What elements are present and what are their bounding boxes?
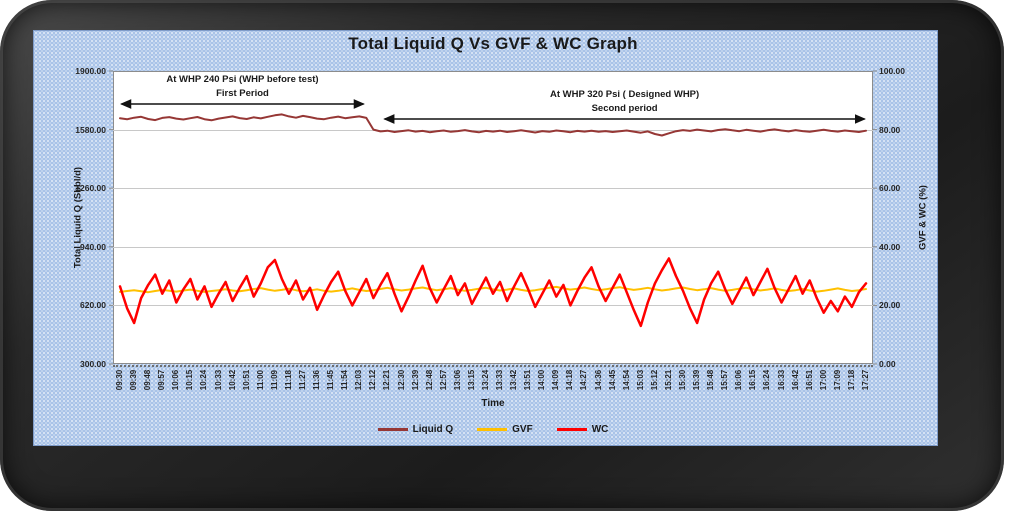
y-left-tick-label: 1260.00: [75, 183, 106, 194]
x-tick-label: 13:15: [466, 369, 476, 391]
x-tick-label: 09:48: [143, 369, 153, 391]
x-tick-label: 14:00: [537, 369, 547, 391]
x-tick-label: 14:45: [607, 369, 617, 391]
legend-item-liquid-q: Liquid Q: [377, 424, 454, 435]
x-tick-label: 13:33: [495, 369, 505, 391]
x-tick-label: 10:24: [199, 369, 209, 391]
annotation-second-period: At WHP 320 Psi ( Designed WHP) Second pe…: [465, 88, 785, 115]
chart-legend: Liquid Q GVF WC: [113, 424, 873, 435]
x-tick-label: 09:30: [115, 369, 125, 391]
x-tick-label: 12:57: [438, 369, 448, 391]
x-tick-label: 10:33: [213, 369, 223, 391]
legend-item-gvf: GVF: [477, 424, 533, 435]
y-right-tick-label: 20.00: [879, 300, 901, 311]
legend-label: WC: [591, 424, 609, 435]
y-left-tick-label: 620.00: [80, 300, 106, 311]
x-tick-label: 09:57: [157, 369, 167, 391]
legend-label: Liquid Q: [412, 424, 454, 435]
x-tick-label: 11:45: [326, 369, 336, 391]
x-tick-label: 13:51: [523, 369, 533, 391]
x-tick-label: 15:21: [663, 369, 673, 391]
x-tick-label: 15:39: [692, 369, 702, 391]
y-left-tick-label: 300.00: [80, 359, 106, 369]
x-tick-label: 12:39: [410, 369, 420, 391]
x-tick-label: 14:18: [565, 369, 575, 391]
x-tick-label: 12:30: [396, 369, 406, 391]
x-tick-label: 14:09: [551, 369, 561, 391]
y-right-tick-label: 0.00: [879, 359, 896, 369]
x-tick-label: 13:24: [480, 369, 490, 391]
x-tick-label: 11:54: [340, 369, 350, 391]
gridline: [113, 129, 873, 131]
y-left-tick-label: 1580.00: [75, 124, 106, 135]
x-tick-label: 15:30: [678, 369, 687, 391]
x-tick-label: 14:27: [579, 369, 589, 391]
x-tick-label: 10:42: [227, 369, 237, 391]
legend-label: GVF: [512, 424, 533, 435]
x-tick-label: 17:09: [832, 369, 842, 391]
x-tick-label: 15:03: [635, 369, 645, 391]
x-tick-label: 16:42: [790, 369, 800, 391]
legend-swatch: [377, 428, 408, 431]
x-tick-label: 14:54: [621, 369, 631, 391]
x-tick-label: 11:09: [269, 369, 279, 391]
x-axis-title: Time: [481, 398, 505, 409]
y-right-tick-label: 100.00: [879, 66, 905, 76]
y-axis-left-title: Total Liquid Q (Sbbl/d): [72, 166, 84, 269]
x-tick-label: 14:36: [593, 369, 603, 391]
annotation-second-period-line2: Second period: [591, 102, 658, 114]
y-left-tick-label: 940.00: [80, 241, 106, 252]
x-tick-label: 16:15: [748, 369, 758, 391]
x-tick-label: 15:48: [706, 369, 716, 391]
x-tick-label: 11:36: [312, 369, 322, 391]
x-tick-label: 11:27: [298, 369, 307, 391]
x-tick-label: 10:15: [185, 369, 195, 391]
y-right-tick-label: 40.00: [879, 241, 901, 252]
x-tick-label: 17:00: [818, 369, 828, 391]
x-tick-label: 11:18: [283, 369, 293, 391]
y-right-tick-label: 80.00: [879, 124, 901, 135]
annotation-first-period-line2: First Period: [216, 87, 269, 99]
x-tick-label: 12:48: [424, 369, 434, 391]
x-tick-label: 17:27: [860, 369, 870, 391]
x-tick-label: 12:03: [354, 369, 364, 391]
y-right-tick-label: 60.00: [879, 183, 901, 194]
x-tick-label: 13:06: [452, 369, 462, 391]
x-tick-label: 10:06: [171, 369, 181, 391]
x-tick-label: 12:12: [368, 369, 378, 391]
legend-swatch: [556, 428, 587, 431]
x-tick-label: 16:06: [734, 369, 744, 391]
x-tick-label: 16:33: [776, 369, 786, 391]
legend-swatch: [477, 428, 508, 431]
x-tick-label: 15:12: [649, 369, 659, 391]
x-tick-label: 10:51: [241, 369, 251, 391]
x-tick-label: 17:18: [846, 369, 856, 391]
x-tick-label: 09:39: [129, 369, 139, 391]
gridline: [113, 188, 873, 190]
chart-title: Total Liquid Q Vs GVF & WC Graph: [348, 34, 638, 53]
x-tick-label: 13:42: [509, 369, 519, 391]
x-tick-label: 16:24: [762, 369, 772, 391]
y-left-tick-label: 1900.00: [75, 66, 106, 76]
x-tick-label: 15:57: [720, 369, 730, 391]
annotation-first-period: At WHP 240 Psi (WHP before test) First P…: [82, 73, 402, 100]
x-tick-label: 11:00: [255, 369, 265, 391]
x-axis-tickmarks: [113, 365, 873, 367]
legend-item-wc: WC: [556, 424, 609, 435]
gridline: [113, 246, 873, 248]
y-axis-right-title: GVF & WC (%): [917, 185, 929, 250]
gridline: [113, 305, 873, 307]
x-tick-label: 16:51: [804, 369, 814, 391]
x-tick-label: 12:21: [382, 369, 392, 391]
annotation-first-period-line1: At WHP 240 Psi (WHP before test): [166, 74, 319, 85]
annotation-second-period-line1: At WHP 320 Psi ( Designed WHP): [549, 89, 700, 100]
